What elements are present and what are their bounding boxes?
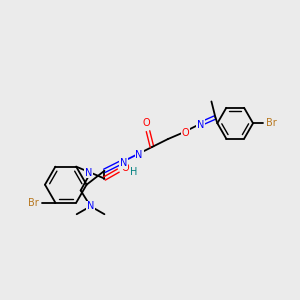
Text: N: N	[85, 168, 92, 178]
Text: N: N	[120, 158, 127, 168]
Text: H: H	[130, 167, 138, 177]
Text: N: N	[135, 150, 143, 160]
Text: O: O	[122, 163, 129, 172]
Text: O: O	[142, 118, 150, 128]
Text: Br: Br	[28, 198, 39, 208]
Text: O: O	[182, 128, 190, 138]
Text: Br: Br	[266, 118, 277, 128]
Text: N: N	[87, 201, 94, 211]
Text: N: N	[197, 120, 204, 130]
